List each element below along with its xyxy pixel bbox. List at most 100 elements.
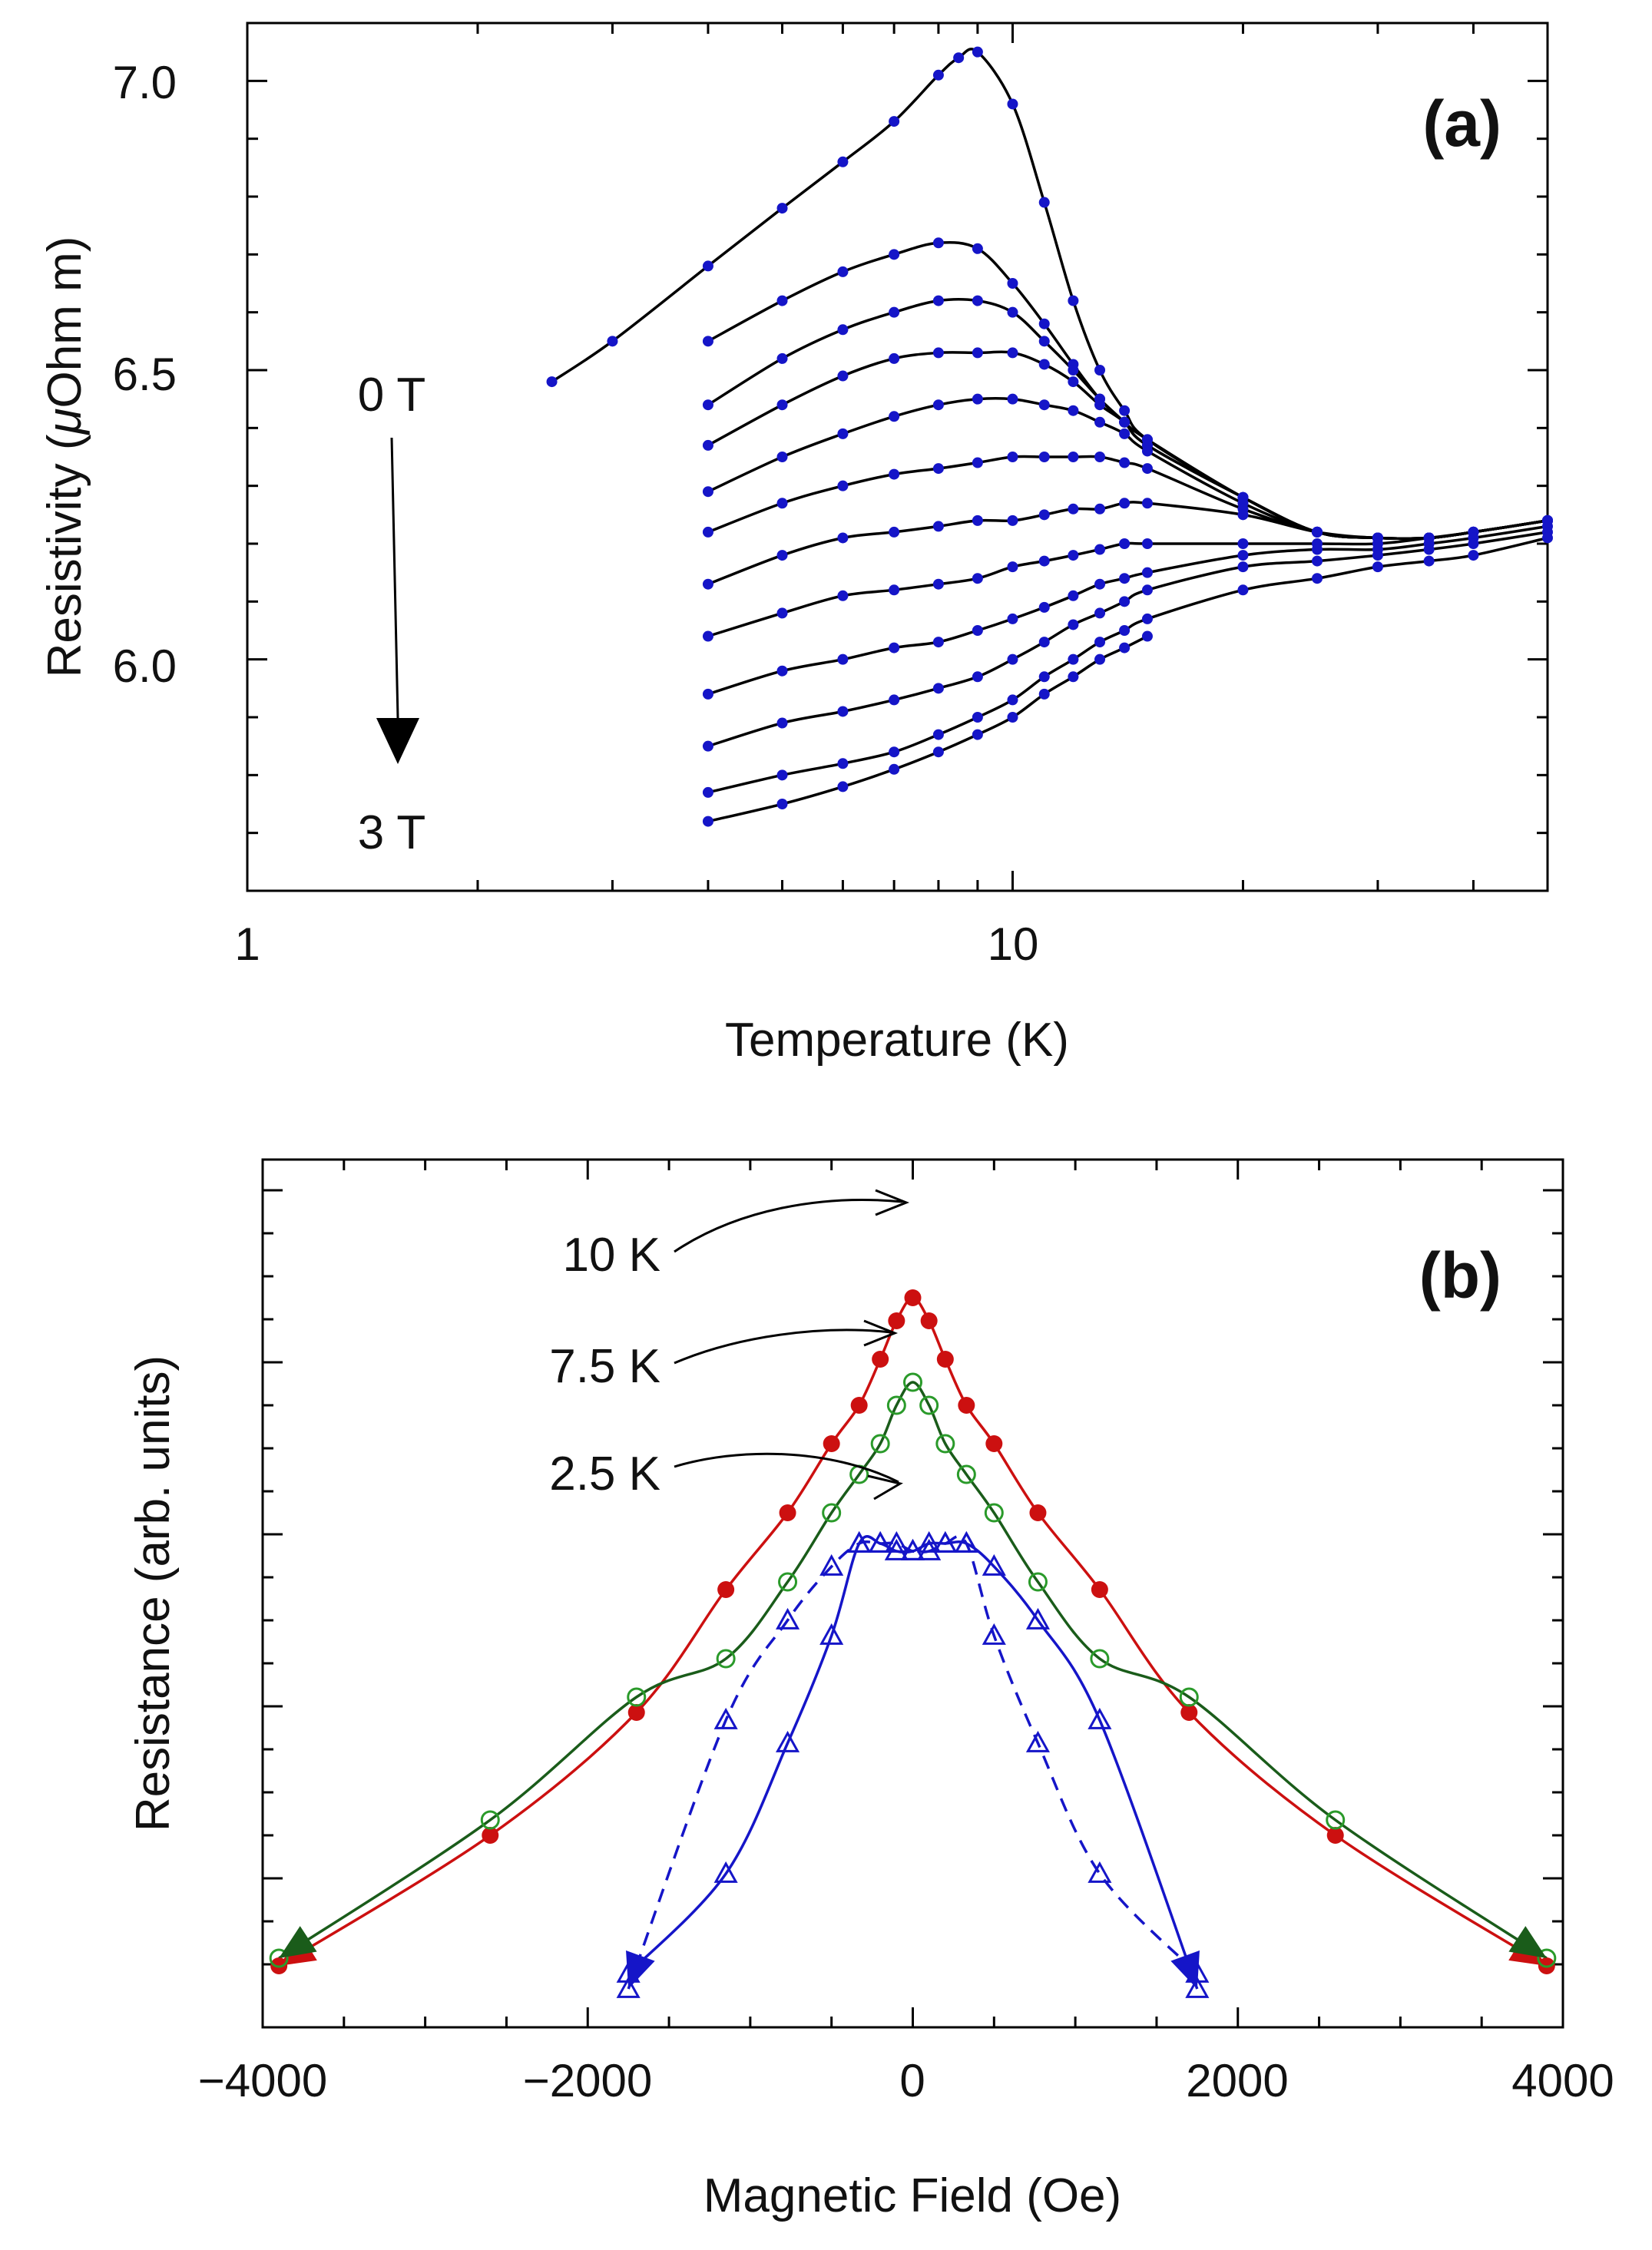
point-a <box>1068 619 1079 630</box>
point-b <box>935 1434 955 1454</box>
point-b <box>985 1435 1003 1452</box>
point-a <box>972 573 983 584</box>
point-a <box>889 642 900 653</box>
point-a <box>1007 306 1018 318</box>
pointer-10k-head <box>875 1189 910 1216</box>
point-b <box>779 1504 796 1521</box>
point-a <box>776 665 788 677</box>
point-a <box>972 347 983 359</box>
panel-a-points <box>546 46 1553 827</box>
point-b <box>919 1395 939 1415</box>
point-a <box>1312 544 1323 555</box>
pointer-10k <box>674 1199 903 1253</box>
point-b <box>819 1553 844 1576</box>
point-a <box>1423 555 1435 567</box>
point-a <box>1119 457 1131 468</box>
point-a <box>1141 445 1153 457</box>
point-a <box>1094 503 1106 515</box>
point-a <box>1119 573 1131 584</box>
point-a <box>702 486 713 498</box>
point-a <box>1038 555 1050 567</box>
point-a <box>1119 642 1131 653</box>
panel-b-ticks <box>261 1160 1564 2027</box>
x-tick-label-2000: 2000 <box>1186 2055 1288 2106</box>
point-a <box>972 243 983 254</box>
point-a <box>889 584 900 596</box>
point-a <box>1237 561 1249 573</box>
point-a <box>1007 694 1018 706</box>
panel-a-ticks <box>246 23 1549 891</box>
point-a <box>972 712 983 723</box>
point-b <box>717 1581 735 1598</box>
point-b <box>1028 1572 1048 1592</box>
x-tick-label-4000: 4000 <box>1511 2055 1614 2106</box>
point-a <box>1007 347 1018 359</box>
point-a <box>1007 98 1018 110</box>
point-a <box>1094 416 1106 428</box>
point-a <box>702 578 713 590</box>
point-a <box>837 532 849 544</box>
point-a <box>776 769 788 781</box>
point-a <box>837 758 849 769</box>
point-a <box>702 740 713 752</box>
y-tick-label-6: 6.0 <box>113 640 177 692</box>
point-a <box>1068 376 1079 388</box>
point-a <box>1372 550 1383 561</box>
point-a <box>889 468 900 480</box>
point-a <box>1119 498 1131 509</box>
sweep-arrow <box>1170 1950 1200 1989</box>
point-b <box>917 1530 942 1553</box>
point-a <box>1068 590 1079 601</box>
point-b <box>956 1464 976 1484</box>
point-b <box>917 1538 942 1560</box>
annotation-0t: 0 T <box>358 369 425 422</box>
point-b <box>778 1572 798 1592</box>
point-a <box>1141 498 1153 509</box>
point-a <box>702 816 713 827</box>
point-a <box>837 370 849 382</box>
x-tick-label-m4000: −4000 <box>198 2055 328 2106</box>
point-a <box>932 683 944 694</box>
curve-b-2 <box>627 1535 1199 1990</box>
point-a <box>1038 197 1050 208</box>
curve-a-9 <box>707 531 1548 748</box>
curve-a-11 <box>707 634 1148 823</box>
point-b <box>823 1435 840 1452</box>
point-b <box>775 1730 800 1752</box>
point-b <box>870 1434 890 1454</box>
panel-b-curves <box>278 1296 1548 1990</box>
point-a <box>1312 573 1323 584</box>
point-b <box>1326 1810 1346 1830</box>
point-a <box>1094 607 1106 619</box>
point-a <box>776 607 788 619</box>
curve-a-0 <box>551 48 1548 541</box>
point-b <box>958 1397 975 1414</box>
point-a <box>607 336 618 347</box>
point-a <box>702 630 713 642</box>
point-a <box>1094 637 1106 648</box>
point-a <box>1007 452 1018 462</box>
point-a <box>1119 538 1131 549</box>
point-b <box>616 1976 641 1998</box>
point-b <box>269 1948 289 1968</box>
point-a <box>776 799 788 809</box>
point-a <box>1141 630 1153 642</box>
point-b <box>1088 1861 1112 1883</box>
point-a <box>837 324 849 336</box>
annotation-3t: 3 T <box>358 806 425 859</box>
point-a <box>1119 428 1131 439</box>
point-a <box>932 295 944 306</box>
panel-a: 7.0 6.5 6.0 1 10 Temperature (K) Resisti… <box>38 22 1553 1067</box>
point-b <box>775 1607 800 1630</box>
y-tick-label-7: 7.0 <box>113 57 177 108</box>
point-a <box>932 521 944 532</box>
point-a <box>932 729 944 740</box>
curve-b-1 <box>278 1381 1548 1960</box>
point-a <box>1068 295 1079 306</box>
point-b <box>482 1827 499 1844</box>
point-a <box>889 763 900 775</box>
point-a <box>1094 578 1106 590</box>
point-b <box>819 1623 844 1645</box>
point-a <box>972 46 983 58</box>
point-a <box>889 526 900 538</box>
